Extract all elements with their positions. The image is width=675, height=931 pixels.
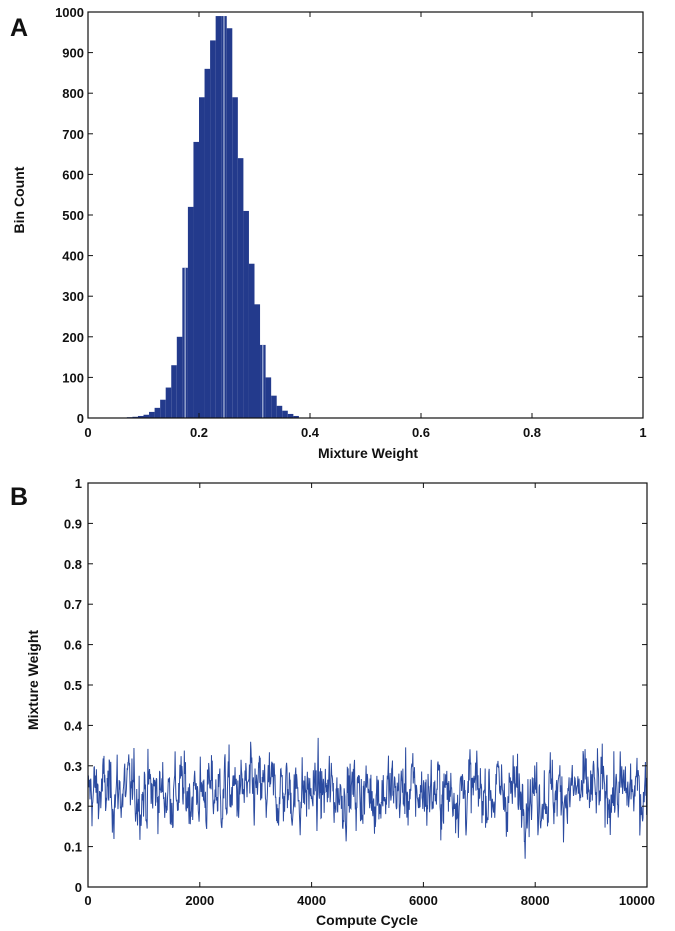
histogram-bar (143, 414, 150, 418)
y-tick-label: 900 (62, 46, 84, 61)
y-tick-label: 0.2 (64, 799, 82, 814)
histogram-bar (282, 410, 288, 418)
x-tick-label: 0.4 (301, 425, 320, 440)
x-tick-label: 0 (84, 425, 91, 440)
panel-a-y-axis-title: Bin Count (11, 166, 27, 233)
y-tick-label: 0.9 (64, 516, 82, 531)
histogram-bar (193, 141, 199, 419)
histogram-bar (160, 399, 166, 418)
x-tick-label: 0.6 (412, 425, 430, 440)
histogram-bar (165, 387, 172, 418)
panel-b-y-axis-title: Mixture Weight (25, 630, 41, 730)
histogram-bar (187, 206, 194, 418)
panel-b-y-ticks: 0 0.1 0.2 0.3 0.4 0.5 0.6 0.7 0.8 0.9 1 (64, 476, 647, 895)
panel-a-y-ticks: 0 100 200 300 400 500 600 700 800 900 1000 (55, 5, 643, 426)
panel-b-label: B (10, 483, 28, 511)
histogram-bar (204, 68, 211, 418)
x-tick-label: 0.2 (190, 425, 208, 440)
y-tick-label: 400 (62, 249, 84, 264)
x-tick-label: 8000 (521, 893, 550, 908)
histogram-bar (265, 377, 272, 418)
x-tick-label: 0 (84, 893, 91, 908)
y-tick-label: 0 (75, 880, 82, 895)
y-tick-label: 300 (62, 289, 84, 304)
y-tick-label: 1000 (55, 5, 84, 20)
panel-a-x-axis-title: Mixture Weight (318, 445, 418, 461)
x-tick-label: 6000 (409, 893, 438, 908)
y-tick-label: 0.5 (64, 678, 82, 693)
histogram-bar (248, 263, 255, 418)
panel-a-x-ticks: 0 0.2 0.4 0.6 0.8 1 (84, 12, 647, 440)
histogram-bar (276, 405, 283, 418)
y-tick-label: 1 (75, 476, 82, 491)
panel-b: B 0 0.1 0.2 0.3 0.4 0.5 0.6 0.7 0.8 0.9 1 0 2000 400… (10, 476, 655, 928)
histogram-bar (132, 416, 138, 418)
y-tick-label: 0.3 (64, 759, 82, 774)
x-tick-label: 4000 (297, 893, 326, 908)
y-tick-label: 0.4 (64, 718, 83, 733)
histogram-bar (215, 16, 222, 419)
histogram-bar (287, 413, 294, 418)
histogram-bar (210, 40, 216, 419)
histogram-bar (199, 97, 205, 418)
histogram-bar (254, 304, 261, 418)
histogram-bar (232, 97, 238, 418)
y-tick-label: 0 (77, 411, 84, 426)
y-tick-label: 700 (62, 127, 84, 142)
x-tick-label: 1 (639, 425, 646, 440)
histogram-bar (237, 158, 244, 418)
x-tick-label: 2000 (185, 893, 214, 908)
histogram-bars (126, 16, 299, 419)
y-tick-label: 600 (62, 167, 84, 182)
y-tick-label: 800 (62, 86, 84, 101)
y-tick-label: 0.8 (64, 557, 82, 572)
histogram-bar (137, 415, 144, 418)
histogram-bar (243, 210, 249, 418)
panel-a-label: A (10, 14, 28, 42)
y-tick-label: 200 (62, 330, 84, 345)
y-tick-label: 0.6 (64, 638, 82, 653)
x-tick-label: 0.8 (523, 425, 541, 440)
y-tick-label: 500 (62, 208, 84, 223)
panel-a-plot-frame (87, 11, 644, 419)
histogram-bar (149, 411, 155, 418)
panel-b-x-ticks: 0 2000 4000 6000 8000 10000 (84, 483, 655, 908)
y-tick-label: 100 (62, 370, 84, 385)
histogram-bar (226, 28, 233, 419)
histogram-bar (171, 365, 177, 418)
histogram-bar (176, 336, 183, 418)
histogram-bar (271, 395, 277, 418)
mixture-weight-trace (87, 737, 648, 859)
x-tick-label: 10000 (619, 893, 655, 908)
histogram-bar (154, 407, 161, 418)
y-tick-label: 0.1 (64, 840, 82, 855)
panel-b-x-axis-title: Compute Cycle (316, 912, 418, 928)
y-tick-label: 0.7 (64, 597, 82, 612)
histogram-bar (293, 415, 299, 418)
